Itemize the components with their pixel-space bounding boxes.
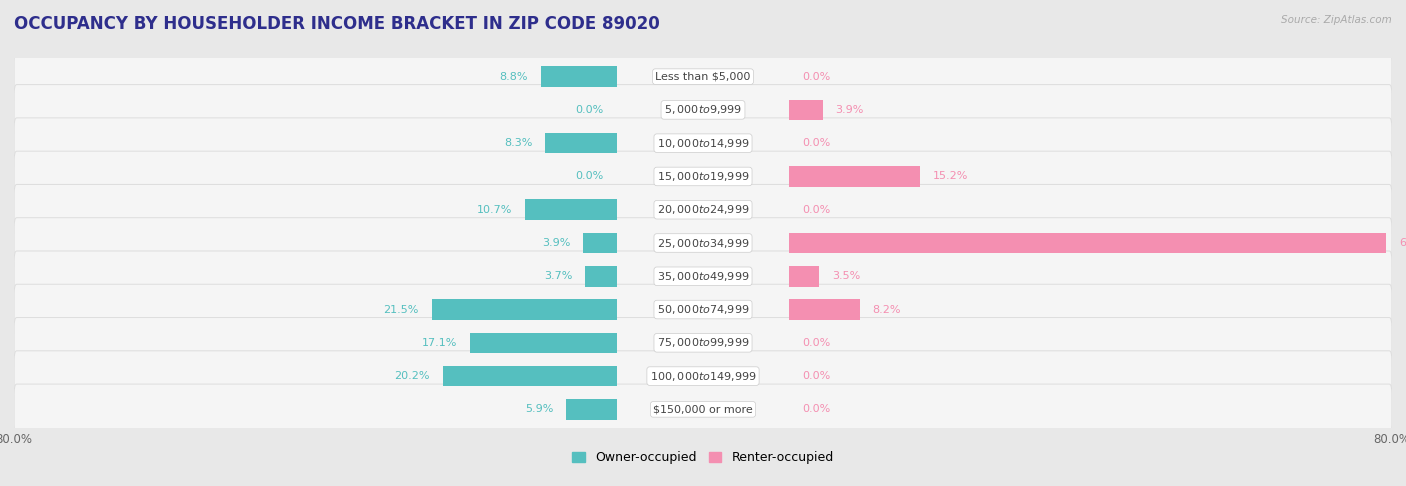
Bar: [789, 100, 823, 120]
Text: 10.7%: 10.7%: [477, 205, 512, 215]
Text: $100,000 to $149,999: $100,000 to $149,999: [650, 369, 756, 382]
Bar: [583, 233, 617, 253]
Text: $75,000 to $99,999: $75,000 to $99,999: [657, 336, 749, 349]
Text: $50,000 to $74,999: $50,000 to $74,999: [657, 303, 749, 316]
Text: $25,000 to $34,999: $25,000 to $34,999: [657, 237, 749, 249]
FancyBboxPatch shape: [14, 218, 1392, 268]
Text: 3.9%: 3.9%: [835, 105, 865, 115]
FancyBboxPatch shape: [14, 284, 1392, 335]
Bar: [443, 366, 617, 386]
Bar: [789, 299, 859, 320]
Text: Less than $5,000: Less than $5,000: [655, 71, 751, 82]
Text: 69.3%: 69.3%: [1399, 238, 1406, 248]
Text: 20.2%: 20.2%: [395, 371, 430, 381]
Text: 0.0%: 0.0%: [575, 172, 605, 181]
Bar: [470, 332, 617, 353]
FancyBboxPatch shape: [14, 118, 1392, 169]
Text: 8.3%: 8.3%: [505, 138, 533, 148]
Text: 0.0%: 0.0%: [801, 205, 831, 215]
Bar: [432, 299, 617, 320]
FancyBboxPatch shape: [14, 85, 1392, 135]
Bar: [546, 133, 617, 154]
FancyBboxPatch shape: [14, 351, 1392, 401]
Bar: [789, 166, 920, 187]
Bar: [567, 399, 617, 420]
FancyBboxPatch shape: [14, 251, 1392, 302]
Text: 0.0%: 0.0%: [801, 338, 831, 348]
Text: 3.7%: 3.7%: [544, 271, 572, 281]
Text: 17.1%: 17.1%: [422, 338, 457, 348]
Text: 0.0%: 0.0%: [801, 138, 831, 148]
Text: Source: ZipAtlas.com: Source: ZipAtlas.com: [1281, 15, 1392, 25]
Text: 0.0%: 0.0%: [801, 71, 831, 82]
Text: $10,000 to $14,999: $10,000 to $14,999: [657, 137, 749, 150]
Text: $15,000 to $19,999: $15,000 to $19,999: [657, 170, 749, 183]
FancyBboxPatch shape: [14, 317, 1392, 368]
Bar: [789, 233, 1386, 253]
FancyBboxPatch shape: [14, 151, 1392, 202]
Bar: [524, 199, 617, 220]
FancyBboxPatch shape: [14, 184, 1392, 235]
Text: OCCUPANCY BY HOUSEHOLDER INCOME BRACKET IN ZIP CODE 89020: OCCUPANCY BY HOUSEHOLDER INCOME BRACKET …: [14, 15, 659, 33]
Legend: Owner-occupied, Renter-occupied: Owner-occupied, Renter-occupied: [568, 447, 838, 469]
Text: $5,000 to $9,999: $5,000 to $9,999: [664, 104, 742, 117]
Text: 5.9%: 5.9%: [524, 404, 553, 415]
Text: 0.0%: 0.0%: [801, 371, 831, 381]
Text: 15.2%: 15.2%: [934, 172, 969, 181]
Text: 0.0%: 0.0%: [801, 404, 831, 415]
Bar: [541, 66, 617, 87]
Text: 8.8%: 8.8%: [499, 71, 529, 82]
FancyBboxPatch shape: [14, 52, 1392, 102]
Bar: [789, 266, 820, 287]
Text: 8.2%: 8.2%: [873, 305, 901, 314]
Bar: [585, 266, 617, 287]
Text: $150,000 or more: $150,000 or more: [654, 404, 752, 415]
Text: 3.5%: 3.5%: [832, 271, 860, 281]
Text: 3.9%: 3.9%: [541, 238, 571, 248]
Text: $35,000 to $49,999: $35,000 to $49,999: [657, 270, 749, 283]
Text: $20,000 to $24,999: $20,000 to $24,999: [657, 203, 749, 216]
Text: 21.5%: 21.5%: [384, 305, 419, 314]
FancyBboxPatch shape: [14, 384, 1392, 434]
Text: 0.0%: 0.0%: [575, 105, 605, 115]
